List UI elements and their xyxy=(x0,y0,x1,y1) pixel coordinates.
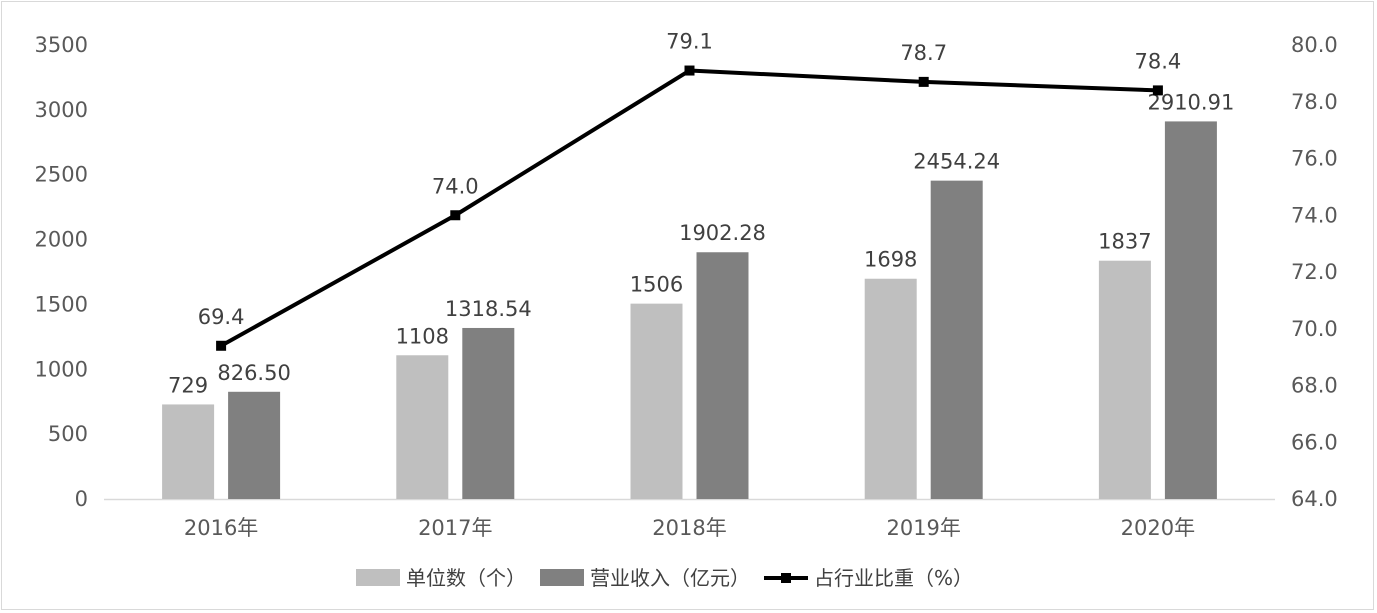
line-data-label: 79.1 xyxy=(666,30,713,54)
legend-label: 占行业比重（%） xyxy=(814,566,973,590)
y-left-tick-label: 500 xyxy=(48,422,88,446)
bar-data-label: 1837 xyxy=(1098,230,1151,254)
bar-units xyxy=(396,355,449,499)
x-tick-label: 2017年 xyxy=(418,516,492,540)
bar-revenue xyxy=(1164,121,1217,499)
line-data-label: 69.4 xyxy=(198,305,245,329)
y-right-tick-label: 70.0 xyxy=(1291,317,1338,341)
y-left-tick-label: 1500 xyxy=(35,292,88,316)
y-right-tick-label: 66.0 xyxy=(1291,430,1338,454)
legend-label: 单位数（个） xyxy=(406,566,526,590)
y-left-tick-label: 2500 xyxy=(35,163,88,187)
line-marker xyxy=(1152,85,1163,96)
x-tick-label: 2016年 xyxy=(184,516,258,540)
bar-revenue xyxy=(930,180,983,499)
bar-data-label: 1108 xyxy=(396,324,449,348)
y-right-tick-label: 78.0 xyxy=(1291,90,1338,114)
legend-marker xyxy=(781,573,791,583)
line-data-label: 78.4 xyxy=(1135,49,1182,73)
y-right-tick-label: 80.0 xyxy=(1291,33,1338,57)
y-right-tick-label: 74.0 xyxy=(1291,203,1338,227)
y-right-tick-label: 76.0 xyxy=(1291,147,1338,171)
bar-revenue xyxy=(228,391,281,499)
line-data-label: 78.7 xyxy=(900,41,947,65)
bar-data-label: 1506 xyxy=(630,273,683,297)
bar-revenue xyxy=(696,252,749,499)
bar-units xyxy=(630,303,683,499)
bar-data-label: 729 xyxy=(168,373,208,397)
y-left-tick-label: 0 xyxy=(75,487,88,511)
y-right-tick-label: 72.0 xyxy=(1291,260,1338,284)
bar-units xyxy=(1098,260,1151,499)
y-left-tick-label: 1000 xyxy=(35,357,88,381)
x-tick-label: 2018年 xyxy=(652,516,726,540)
line-marker xyxy=(216,340,227,351)
y-left-tick-label: 2000 xyxy=(35,228,88,252)
bar-data-label: 1698 xyxy=(864,248,917,272)
bar-units xyxy=(864,278,917,499)
legend-swatch xyxy=(356,569,400,586)
bar-revenue xyxy=(462,327,515,499)
bar-data-label: 1318.54 xyxy=(445,297,532,321)
line-marker xyxy=(684,65,695,76)
bar-data-label: 1902.28 xyxy=(679,221,766,245)
legend-label: 营业收入（亿元） xyxy=(590,566,750,590)
line-marker xyxy=(450,210,461,221)
y-left-tick-label: 3500 xyxy=(35,33,88,57)
line-marker xyxy=(918,76,929,87)
bar-data-label: 2454.24 xyxy=(913,150,1000,174)
x-tick-label: 2020年 xyxy=(1121,516,1195,540)
x-tick-label: 2019年 xyxy=(886,516,960,540)
line-share-series xyxy=(220,68,1158,348)
legend-swatch xyxy=(540,569,584,586)
y-right-tick-label: 68.0 xyxy=(1291,374,1338,398)
bar-units xyxy=(162,404,215,499)
y-right-tick-label: 64.0 xyxy=(1291,487,1338,511)
bar-data-label: 826.50 xyxy=(217,361,290,385)
y-left-tick-label: 3000 xyxy=(35,98,88,122)
line-data-label: 74.0 xyxy=(432,174,479,198)
